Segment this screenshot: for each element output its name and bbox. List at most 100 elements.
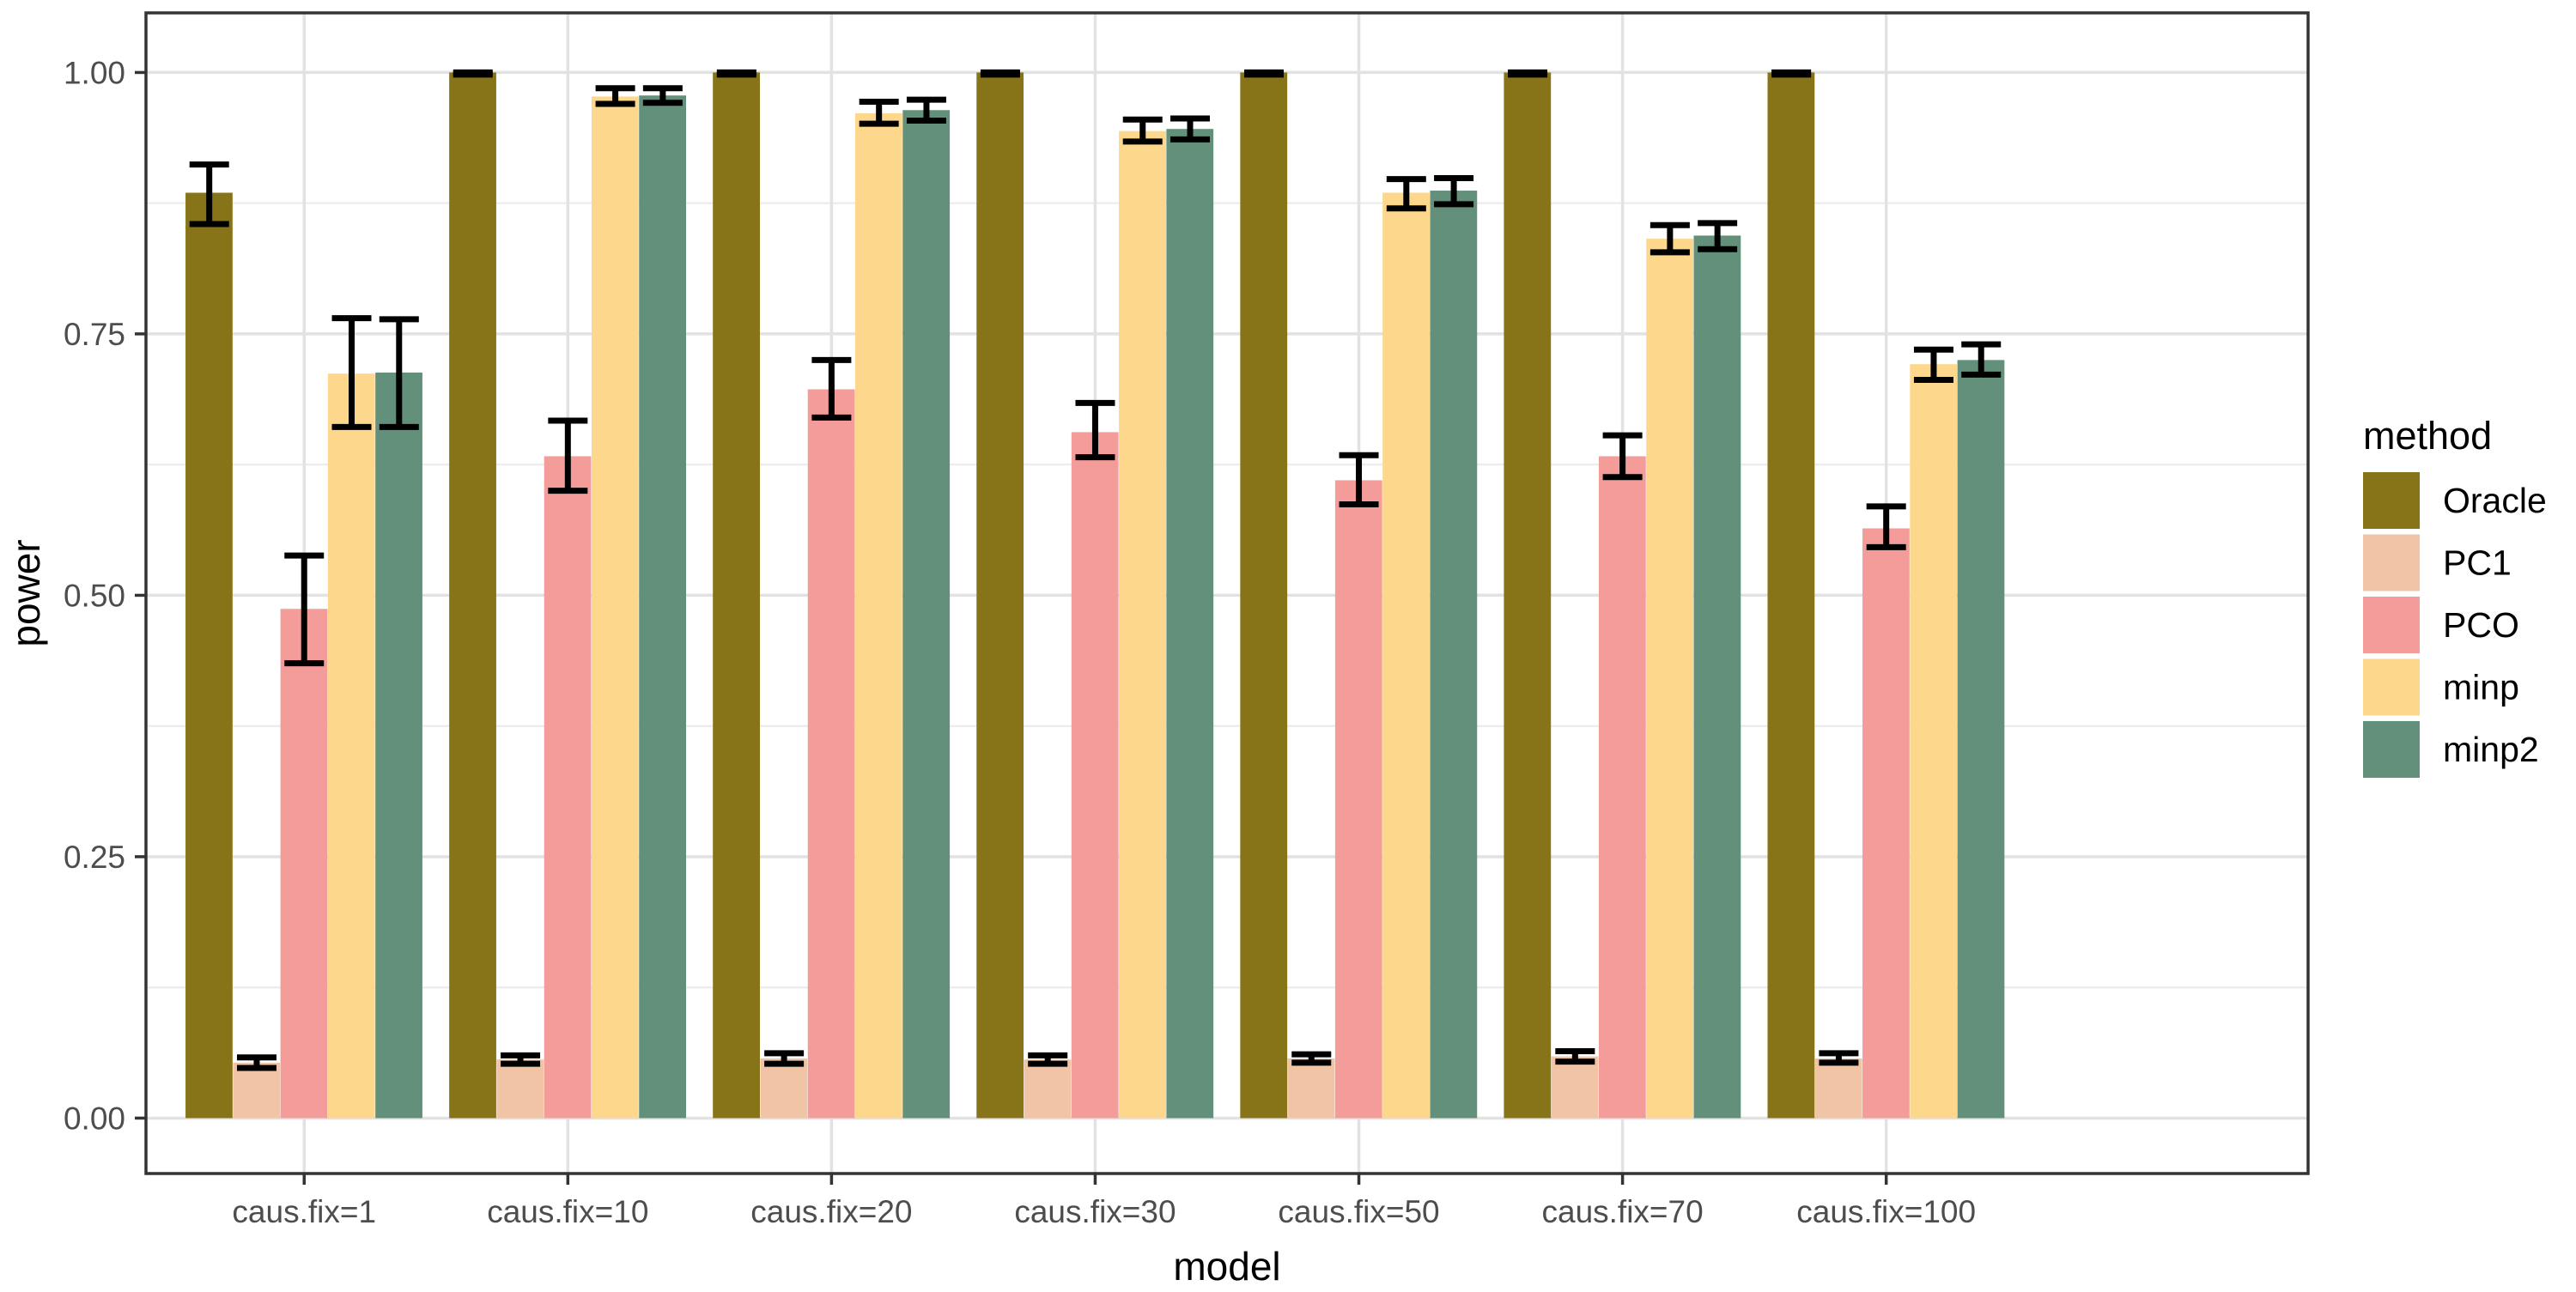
errorbar-PC1-caus.fix=70	[1555, 1047, 1595, 1065]
bar-PCO-caus.fix=20	[807, 389, 855, 1119]
errorbar-PCO-caus.fix=20	[811, 356, 852, 421]
errorbar-PCO-caus.fix=30	[1075, 399, 1115, 461]
y-tick-label: 1.00	[64, 55, 125, 90]
bar-minp2-caus.fix=1	[375, 372, 422, 1119]
bar-minp-caus.fix=1	[327, 373, 375, 1119]
legend-items: Oracle PC1 PCO minp minp2	[2363, 472, 2547, 778]
legend-item-label: PC1	[2443, 543, 2512, 583]
errorbar-PC1-caus.fix=20	[764, 1050, 805, 1067]
legend-item-label: minp2	[2443, 730, 2539, 769]
bar-PCO-caus.fix=10	[544, 456, 592, 1119]
bar-PC1-caus.fix=70	[1551, 1056, 1599, 1119]
errorbar-minp2-caus.fix=30	[1170, 115, 1211, 143]
errorbar-minp2-caus.fix=1	[379, 316, 419, 430]
errorbar-minp-caus.fix=10	[595, 85, 635, 107]
x-tick-label: caus.fix=100	[1796, 1194, 1976, 1229]
legend-item-label: PCO	[2443, 605, 2519, 645]
bar-Oracle-caus.fix=50	[1240, 72, 1288, 1119]
errorbar-Oracle-caus.fix=50	[1243, 69, 1284, 78]
errorbar-Oracle-caus.fix=20	[716, 69, 756, 78]
errorbar-PC1-caus.fix=10	[501, 1052, 541, 1067]
legend-key-PCO	[2363, 597, 2420, 653]
bar-Oracle-caus.fix=30	[976, 72, 1024, 1119]
legend-item-label: minp	[2443, 668, 2519, 707]
axis-titles: power model	[3, 539, 1281, 1289]
legend-key-minp2	[2363, 721, 2420, 778]
bar-Oracle-caus.fix=70	[1504, 72, 1552, 1119]
legend-item-minp2: minp2	[2363, 721, 2539, 778]
errorbar-Oracle-caus.fix=10	[453, 69, 493, 78]
errorbar-minp2-caus.fix=50	[1434, 174, 1474, 208]
errorbar-minp-caus.fix=70	[1649, 221, 1690, 256]
bar-Oracle-caus.fix=20	[713, 72, 760, 1119]
legend-item-minp: minp	[2363, 658, 2519, 716]
errorbar-PCO-caus.fix=100	[1866, 503, 1906, 550]
y-tick-label: 0.00	[64, 1101, 125, 1136]
legend-title: method	[2363, 414, 2492, 458]
bar-minp2-caus.fix=30	[1166, 129, 1214, 1119]
y-tick-label: 0.50	[64, 578, 125, 613]
errorbar-Oracle-caus.fix=1	[189, 161, 229, 227]
legend-key-minp	[2363, 658, 2420, 716]
errorbar-Oracle-caus.fix=30	[980, 69, 1020, 78]
bar-Oracle-caus.fix=1	[185, 192, 233, 1119]
bar-PC1-caus.fix=20	[760, 1058, 808, 1119]
x-tick-label: caus.fix=1	[232, 1194, 376, 1229]
x-tick-label: caus.fix=30	[1014, 1194, 1176, 1229]
bar-minp-caus.fix=20	[855, 112, 902, 1119]
x-axis-title: model	[1173, 1244, 1280, 1288]
errorbar-minp-caus.fix=1	[331, 315, 372, 430]
bar-minp2-caus.fix=10	[639, 95, 686, 1119]
bar-PCO-caus.fix=100	[1862, 528, 1910, 1119]
bar-minp-caus.fix=50	[1382, 192, 1430, 1119]
bar-PC1-caus.fix=30	[1024, 1059, 1072, 1119]
y-axis-title: power	[3, 539, 48, 646]
errorbar-PCO-caus.fix=70	[1602, 432, 1643, 481]
errorbar-PC1-caus.fix=100	[1819, 1050, 1859, 1066]
bar-PC1-caus.fix=100	[1814, 1058, 1862, 1119]
legend-item-PC1: PC1	[2363, 534, 2512, 591]
errorbar-PCO-caus.fix=50	[1339, 452, 1379, 507]
bar-minp2-caus.fix=20	[902, 110, 951, 1119]
errorbar-PCO-caus.fix=10	[548, 417, 588, 494]
x-tick-label: caus.fix=10	[487, 1194, 648, 1229]
errorbar-minp-caus.fix=30	[1122, 116, 1163, 145]
legend-key-PC1	[2363, 534, 2420, 591]
bar-minp2-caus.fix=100	[1957, 360, 2005, 1119]
bar-PCO-caus.fix=70	[1598, 456, 1646, 1119]
bar-minp-caus.fix=100	[1910, 364, 1958, 1119]
errorbar-PC1-caus.fix=1	[236, 1054, 276, 1071]
errorbar-minp2-caus.fix=10	[642, 85, 683, 106]
errorbar-minp2-caus.fix=70	[1698, 220, 1738, 252]
bar-Oracle-caus.fix=100	[1767, 72, 1815, 1119]
errorbar-PC1-caus.fix=30	[1028, 1052, 1068, 1067]
bar-PC1-caus.fix=10	[496, 1059, 544, 1119]
bar-minp-caus.fix=10	[591, 96, 639, 1119]
bar-minp-caus.fix=30	[1119, 130, 1166, 1119]
x-tick-label: caus.fix=20	[750, 1194, 912, 1229]
bar-minp2-caus.fix=70	[1693, 235, 1741, 1119]
errorbar-Oracle-caus.fix=70	[1508, 69, 1548, 78]
legend-item-Oracle: Oracle	[2363, 472, 2547, 529]
errorbar-minp-caus.fix=20	[859, 99, 899, 127]
y-tick-label: 0.75	[64, 317, 125, 352]
errorbar-PCO-caus.fix=1	[284, 552, 325, 667]
bar-PCO-caus.fix=30	[1071, 432, 1119, 1119]
errorbar-PC1-caus.fix=50	[1291, 1051, 1332, 1066]
legend-item-PCO: PCO	[2363, 597, 2519, 653]
bar-Oracle-caus.fix=10	[449, 72, 496, 1119]
errorbar-minp-caus.fix=100	[1913, 346, 1953, 384]
errorbar-Oracle-caus.fix=100	[1771, 69, 1812, 78]
bar-PCO-caus.fix=1	[280, 609, 328, 1119]
bar-minp-caus.fix=70	[1646, 239, 1694, 1119]
errorbar-minp2-caus.fix=100	[1961, 341, 2002, 378]
y-tick-label: 0.25	[64, 840, 125, 875]
legend: method Oracle PC1 PCO minp minp2	[2363, 414, 2547, 778]
legend-item-label: Oracle	[2443, 481, 2547, 520]
legend-key-Oracle	[2363, 472, 2420, 529]
bar-PC1-caus.fix=50	[1287, 1058, 1335, 1119]
panel-border	[144, 11, 2310, 1175]
bar-PCO-caus.fix=50	[1334, 480, 1382, 1119]
